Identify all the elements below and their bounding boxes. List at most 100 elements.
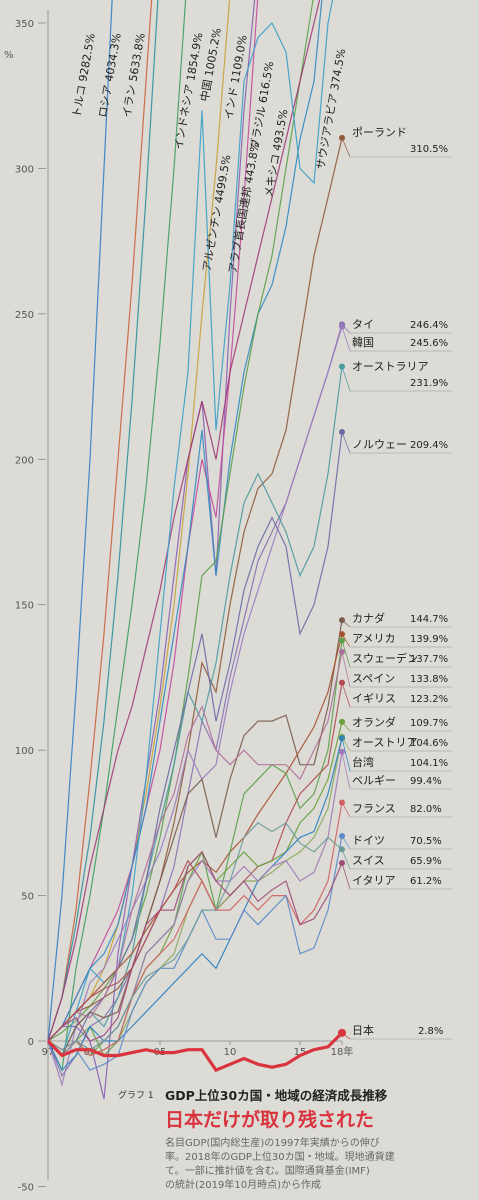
label-belgium: ベルギー <box>352 774 396 787</box>
value-netherlands: 109.7% <box>410 718 448 729</box>
y-tick-label-200: 200 <box>15 455 34 466</box>
series-line-5 <box>47 620 343 1057</box>
series-line-3 <box>47 366 343 1057</box>
label-thai: タイ <box>352 318 374 331</box>
label-italy: イタリア <box>352 874 396 887</box>
value-australia: 231.9% <box>410 378 448 389</box>
series-line-offchart-0 <box>47 0 113 1042</box>
caption: グラフ 1 GDP上位30カ国・地域の経済成長推移 日本だけが取り残された 名目… <box>118 1088 395 1191</box>
caption-note-3: て。一部に推計値を含む。国際通貨基金(IMF) <box>165 1164 370 1177</box>
caption-headline: 日本だけが取り残された <box>165 1108 374 1131</box>
label-sweden: スウェーデン <box>352 651 418 665</box>
value-poland: 310.5% <box>410 144 448 155</box>
leader-diag-18 <box>341 1032 351 1040</box>
label-uk: イギリス <box>352 692 396 705</box>
y-unit-label: % <box>4 50 14 61</box>
y-tick-label-0: 0 <box>28 1037 34 1048</box>
series-line-offchart-9 <box>47 0 321 1042</box>
leader-diag-9 <box>341 682 351 708</box>
leader-diag-10 <box>341 721 351 732</box>
series-line-offchart-4 <box>47 0 231 1042</box>
value-austria: 104.6% <box>410 738 448 749</box>
caption-number: グラフ 1 <box>118 1089 154 1101</box>
series-line-10 <box>47 721 343 1057</box>
grid-lines <box>38 10 342 1187</box>
series-line-8 <box>47 651 343 1042</box>
label-taiwan: 台湾 <box>352 755 374 769</box>
off-chart-labels: トルコ 9282.5% ロシア 4034.3% イラン 5633.8% インドネ… <box>70 27 348 275</box>
x-tick-label-15: 15 <box>294 1047 307 1058</box>
value-uk: 123.2% <box>410 694 448 705</box>
label-australia: オーストラリア <box>352 360 428 373</box>
value-sweden: 137.7% <box>410 654 448 665</box>
label-poland: ポーランド <box>352 126 407 139</box>
y-tick-label-100: 100 <box>15 746 34 757</box>
leader-diag-2 <box>341 326 351 352</box>
y-axis-ticks: -50 0 50 100 150 200 250 300 350 <box>15 19 34 1193</box>
off-chart-series <box>47 0 334 1100</box>
leader-diag-16 <box>341 849 351 870</box>
series-line-offchart-10 <box>47 0 334 1057</box>
x-tick-label-18: 18年 <box>331 1045 354 1058</box>
leader-diag-3 <box>341 366 351 392</box>
label-netherlands: オランダ <box>352 715 396 729</box>
label-turkey: トルコ 9282.5% <box>70 32 98 118</box>
label-austria: オーストリア <box>352 736 417 749</box>
label-usa: アメリカ <box>352 632 395 645</box>
x-tick-label-00: 00 <box>84 1047 97 1058</box>
leader-diag-8 <box>341 651 351 688</box>
label-canada: カナダ <box>352 611 385 625</box>
series-line-12 <box>47 738 343 1072</box>
value-japan: 2.8% <box>418 1026 443 1037</box>
value-korea: 245.6% <box>410 338 448 349</box>
y-tick-label-250: 250 <box>15 310 34 321</box>
label-iran: イラン 5633.8% <box>120 32 148 118</box>
series-line-16 <box>47 822 343 1051</box>
series-line-offchart-8 <box>47 0 314 1042</box>
series-line-offchart-7 <box>47 0 323 1042</box>
caption-note-2: 率。2018年のGDP上位30カ国・地域。現地通貨建 <box>165 1150 395 1163</box>
label-norway: ノルウェー <box>352 438 407 451</box>
leader-diag-12 <box>341 738 351 772</box>
series-line-17 <box>47 850 343 1042</box>
label-russia: ロシア 4034.3% <box>96 32 124 118</box>
value-norway: 209.4% <box>410 440 448 451</box>
y-tick-label-350: 350 <box>15 19 34 30</box>
label-korea: 韓国 <box>352 336 374 349</box>
value-belgium: 99.4% <box>410 776 442 787</box>
series-line-offchart-1 <box>47 0 153 1042</box>
y-tick-label-150: 150 <box>15 601 34 612</box>
value-usa: 139.9% <box>410 634 448 645</box>
leader-diag-1 <box>341 324 351 334</box>
value-spain: 133.8% <box>410 674 448 685</box>
y-tick-label-50: 50 <box>21 892 34 903</box>
label-germany: ドイツ <box>352 834 385 847</box>
leader-diag-15 <box>341 835 351 850</box>
leader-diag-4 <box>341 431 351 454</box>
y-tick-label--50: -50 <box>18 1182 34 1193</box>
label-france: フランス <box>352 802 396 815</box>
value-canada: 144.7% <box>410 614 448 625</box>
x-tick-label-10: 10 <box>224 1047 237 1058</box>
label-japan: 日本 <box>352 1023 374 1037</box>
label-leaders <box>341 137 452 1040</box>
label-swiss: スイス <box>352 854 385 867</box>
value-italy: 61.2% <box>410 876 442 887</box>
caption-title: GDP上位30カ国・地域の経済成長推移 <box>165 1088 388 1103</box>
value-swiss: 65.9% <box>410 856 442 867</box>
series-line-0 <box>47 137 343 1042</box>
label-spain: スペイン <box>352 672 395 685</box>
series-line-2 <box>47 326 343 1087</box>
label-saudi: サウジアラビア 374.5% <box>314 48 348 171</box>
series-line-9 <box>47 682 343 1042</box>
leader-diag-13 <box>341 751 351 790</box>
leader-diag-7 <box>341 640 351 668</box>
value-germany: 70.5% <box>410 836 442 847</box>
label-mexico: メキシコ 493.5% <box>262 108 290 198</box>
leader-diag-17 <box>341 862 351 890</box>
caption-note-4: の統計(2019年10月時点)から作成 <box>165 1178 321 1191</box>
series-line-offchart-2 <box>47 0 159 1042</box>
series-line-4 <box>47 431 343 1057</box>
value-thai: 246.4% <box>410 320 448 331</box>
